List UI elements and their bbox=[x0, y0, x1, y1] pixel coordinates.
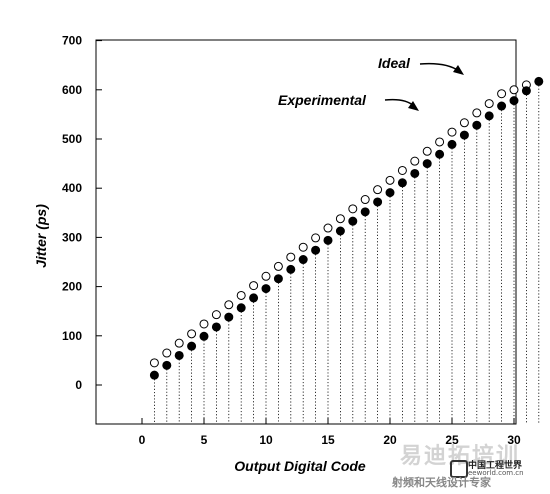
experimental-point bbox=[311, 245, 321, 255]
experimental-point bbox=[422, 159, 432, 169]
experimental-point bbox=[187, 341, 197, 351]
ideal-point bbox=[348, 204, 358, 214]
ideal-point bbox=[174, 338, 184, 348]
annotation-ideal: Ideal bbox=[378, 55, 411, 71]
x-axis-ticks: 05101520253035 bbox=[139, 418, 521, 447]
ideal-point bbox=[286, 252, 296, 262]
experimental-point bbox=[211, 322, 221, 332]
y-axis-title: Jitter (ps) bbox=[33, 204, 49, 268]
x-tick-label: 15 bbox=[321, 433, 335, 447]
experimental-point bbox=[162, 360, 172, 370]
x-tick-label: 25 bbox=[445, 433, 459, 447]
watermark-site-name: 中国工程世界 bbox=[468, 461, 523, 471]
ideal-point bbox=[397, 165, 407, 175]
ideal-point bbox=[249, 281, 259, 291]
experimental-point bbox=[149, 370, 159, 380]
watermark-url: eeworld.com.cn bbox=[468, 469, 524, 477]
experimental-point bbox=[261, 284, 271, 294]
ideal-point bbox=[211, 310, 221, 320]
ideal-point bbox=[484, 99, 494, 109]
y-axis-ticks: 0 100 200 300 400 500 600 700 bbox=[62, 34, 102, 392]
watermark-subtitle: 射频和天线设计专家 bbox=[392, 476, 491, 489]
annotation-experimental-arrow bbox=[384, 98, 415, 107]
ideal-point bbox=[497, 89, 507, 99]
ideal-point bbox=[298, 242, 308, 252]
experimental-point bbox=[509, 96, 519, 106]
annotation-ideal-arrowhead bbox=[453, 65, 464, 75]
experimental-point bbox=[348, 216, 358, 226]
experimental-point bbox=[199, 331, 209, 341]
experimental-point bbox=[497, 101, 507, 111]
ideal-point bbox=[435, 137, 445, 147]
x-tick-label: 0 bbox=[139, 433, 146, 447]
experimental-point bbox=[373, 197, 383, 207]
experimental-point bbox=[435, 149, 445, 159]
series-ideal bbox=[149, 80, 531, 368]
experimental-point bbox=[410, 168, 420, 178]
annotation-ideal-arrow bbox=[419, 62, 460, 72]
experimental-point bbox=[224, 312, 234, 322]
experimental-point bbox=[397, 178, 407, 188]
experimental-point bbox=[236, 303, 246, 313]
experimental-point bbox=[534, 76, 544, 86]
experimental-point bbox=[298, 255, 308, 265]
annotation-experimental-arrowhead bbox=[408, 101, 419, 111]
experimental-point bbox=[323, 235, 333, 245]
y-tick-label: 600 bbox=[62, 83, 82, 97]
experimental-point bbox=[484, 111, 494, 121]
watermark-logo-icon bbox=[450, 460, 468, 478]
ideal-point bbox=[273, 261, 283, 271]
ideal-point bbox=[162, 348, 172, 358]
ideal-point bbox=[261, 271, 271, 281]
ideal-point bbox=[472, 108, 482, 118]
experimental-point bbox=[335, 226, 345, 236]
ideal-point bbox=[224, 300, 234, 310]
ideal-point bbox=[509, 85, 519, 95]
watermark: 易迪拓培训 中国工程世界 eeworld.com.cn 射频和天线设计专家 bbox=[388, 438, 548, 492]
y-tick-label: 400 bbox=[62, 181, 82, 195]
experimental-point bbox=[447, 139, 457, 149]
ideal-point bbox=[360, 195, 370, 205]
series-experimental bbox=[149, 76, 544, 380]
y-tick-label: 200 bbox=[62, 280, 82, 294]
ideal-point bbox=[373, 185, 383, 195]
ideal-point bbox=[335, 214, 345, 224]
experimental-point bbox=[360, 207, 370, 217]
ideal-point bbox=[311, 233, 321, 243]
y-tick-label: 300 bbox=[62, 230, 82, 244]
experimental-point bbox=[385, 188, 395, 198]
x-tick-label: 20 bbox=[383, 433, 397, 447]
x-tick-label: 30 bbox=[507, 433, 521, 447]
experimental-point bbox=[286, 264, 296, 274]
experimental-point bbox=[459, 130, 469, 140]
y-tick-label: 500 bbox=[62, 132, 82, 146]
experimental-point bbox=[174, 350, 184, 360]
ideal-point bbox=[385, 175, 395, 185]
x-axis-title: Output Digital Code bbox=[234, 458, 366, 474]
ideal-point bbox=[187, 329, 197, 339]
ideal-point bbox=[410, 156, 420, 166]
ideal-point bbox=[199, 319, 209, 329]
experimental-point bbox=[273, 274, 283, 284]
experimental-point bbox=[472, 120, 482, 130]
ideal-point bbox=[422, 146, 432, 156]
y-tick-label: 100 bbox=[62, 329, 82, 343]
plot-frame bbox=[95, 39, 517, 425]
experimental-point bbox=[521, 86, 531, 96]
experimental-point bbox=[249, 293, 259, 303]
ideal-point bbox=[149, 358, 159, 368]
ideal-point bbox=[236, 290, 246, 300]
ideal-point bbox=[323, 223, 333, 233]
ideal-point bbox=[459, 118, 469, 128]
drop-lines bbox=[153, 85, 540, 424]
y-tick-label: 0 bbox=[75, 378, 82, 392]
annotation-experimental: Experimental bbox=[278, 92, 367, 108]
x-tick-label: 5 bbox=[201, 433, 208, 447]
x-tick-label: 10 bbox=[259, 433, 273, 447]
ideal-point bbox=[447, 127, 457, 137]
watermark-big-text: 易迪拓培训 bbox=[400, 444, 521, 469]
y-tick-label: 700 bbox=[62, 34, 82, 48]
